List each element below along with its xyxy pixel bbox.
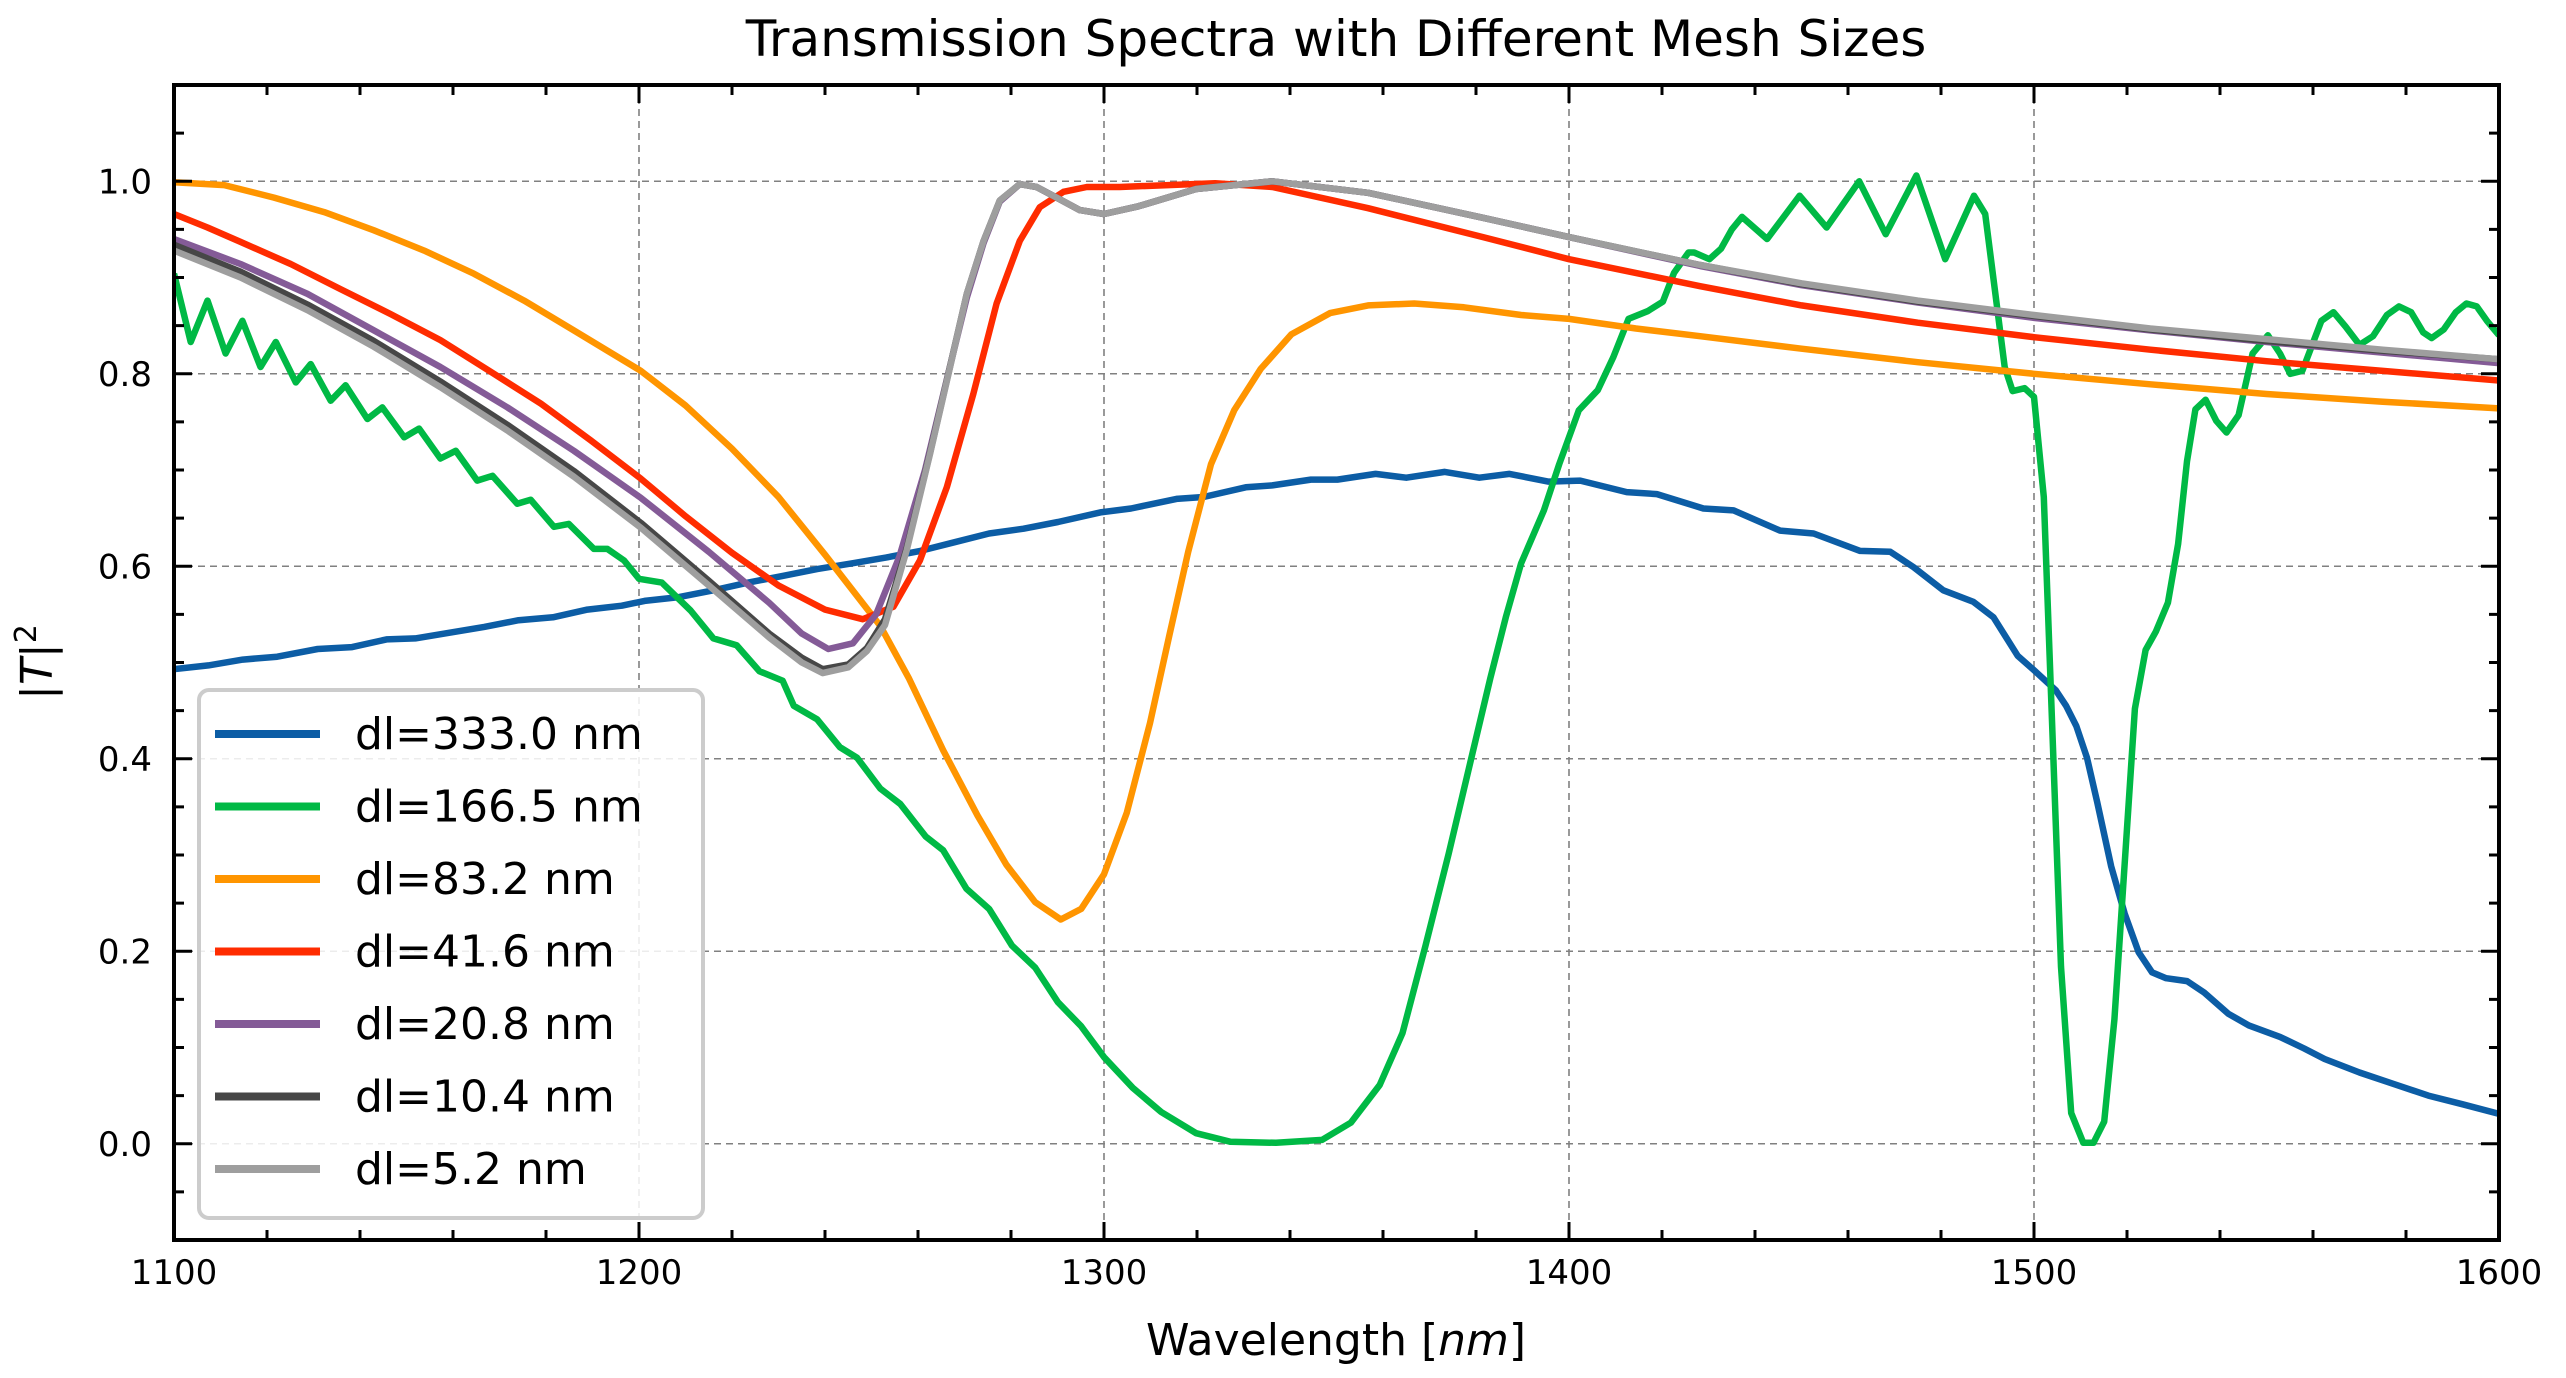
legend-item: dl=166.5 nm bbox=[215, 782, 643, 833]
x-tick-label: 1100 bbox=[131, 1253, 218, 1293]
y-tick-label: 0.4 bbox=[98, 740, 152, 780]
y-axis-label-superscript: 2 bbox=[9, 624, 44, 643]
y-tick-label: 1.0 bbox=[98, 162, 152, 202]
series-line-dl-83-2-nm bbox=[174, 178, 2499, 923]
x-tick-label: 1500 bbox=[1991, 1253, 2078, 1293]
x-axis-label-prefix: Wavelength [ bbox=[1146, 1315, 1438, 1366]
y-tick-label: 0.0 bbox=[98, 1125, 152, 1165]
x-tick-label: 1200 bbox=[596, 1253, 683, 1293]
legend-label: dl=83.2 nm bbox=[355, 854, 615, 905]
legend: dl=333.0 nm dl=166.5 nm dl=83.2 nm dl=41.6 … bbox=[197, 688, 705, 1220]
legend-box bbox=[197, 688, 705, 1220]
y-axis-label-bar-right: | bbox=[12, 643, 63, 658]
x-axis-label-suffix: ] bbox=[1509, 1315, 1526, 1366]
y-tick-labels: 0.0 0.2 0.4 0.6 0.8 1.0 bbox=[98, 162, 152, 1165]
y-tick-label: 0.2 bbox=[98, 932, 152, 972]
legend-item: dl=83.2 nm bbox=[215, 854, 615, 905]
x-axis-label-unit: nm bbox=[1438, 1315, 1509, 1366]
chart-title: Transmission Spectra with Different Mesh… bbox=[745, 10, 1927, 68]
legend-item: dl=20.8 nm bbox=[215, 999, 615, 1050]
x-tick-label: 1300 bbox=[1061, 1253, 1148, 1293]
series-line-dl-166-5-nm bbox=[174, 172, 2499, 1147]
plot-lines bbox=[174, 172, 2499, 1147]
legend-label: dl=10.4 nm bbox=[355, 1072, 615, 1123]
legend-label: dl=166.5 nm bbox=[355, 782, 643, 833]
series-line-dl-41-6-nm bbox=[174, 179, 2499, 623]
legend-label: dl=20.8 nm bbox=[355, 999, 615, 1050]
legend-item: dl=10.4 nm bbox=[215, 1072, 615, 1123]
legend-item: dl=5.2 nm bbox=[215, 1144, 587, 1195]
x-tick-labels: 1100 1200 1300 1400 1500 1600 bbox=[131, 1253, 2543, 1293]
y-axis-label: |T|2 bbox=[9, 624, 63, 700]
legend-label: dl=41.6 nm bbox=[355, 927, 615, 978]
y-tick-label: 0.8 bbox=[98, 355, 152, 395]
axis-ticks bbox=[172, 83, 2501, 1242]
x-tick-label: 1400 bbox=[1526, 1253, 1613, 1293]
x-tick-label: 1600 bbox=[2456, 1253, 2543, 1293]
y-tick-label: 0.6 bbox=[98, 547, 152, 587]
legend-label: dl=5.2 nm bbox=[355, 1144, 587, 1195]
x-axis-label: Wavelength [nm] bbox=[1146, 1315, 1526, 1366]
legend-item: dl=333.0 nm bbox=[215, 709, 643, 760]
y-axis-label-symbol: T bbox=[12, 655, 63, 685]
legend-label: dl=333.0 nm bbox=[355, 709, 643, 760]
series-line-dl-5-2-nm bbox=[174, 178, 2499, 677]
series-line-dl-333-0-nm bbox=[174, 468, 2499, 1118]
y-axis-label-bar-left: | bbox=[12, 685, 63, 700]
legend-item: dl=41.6 nm bbox=[215, 927, 615, 978]
